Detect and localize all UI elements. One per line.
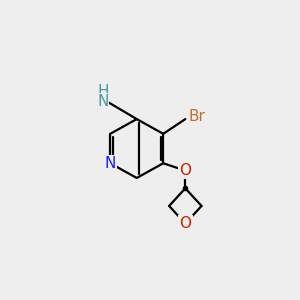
Text: H: H (97, 84, 109, 99)
Text: O: O (179, 163, 191, 178)
Text: N: N (105, 156, 116, 171)
Text: N: N (97, 94, 109, 109)
Text: Br: Br (189, 109, 206, 124)
Text: O: O (179, 216, 191, 231)
